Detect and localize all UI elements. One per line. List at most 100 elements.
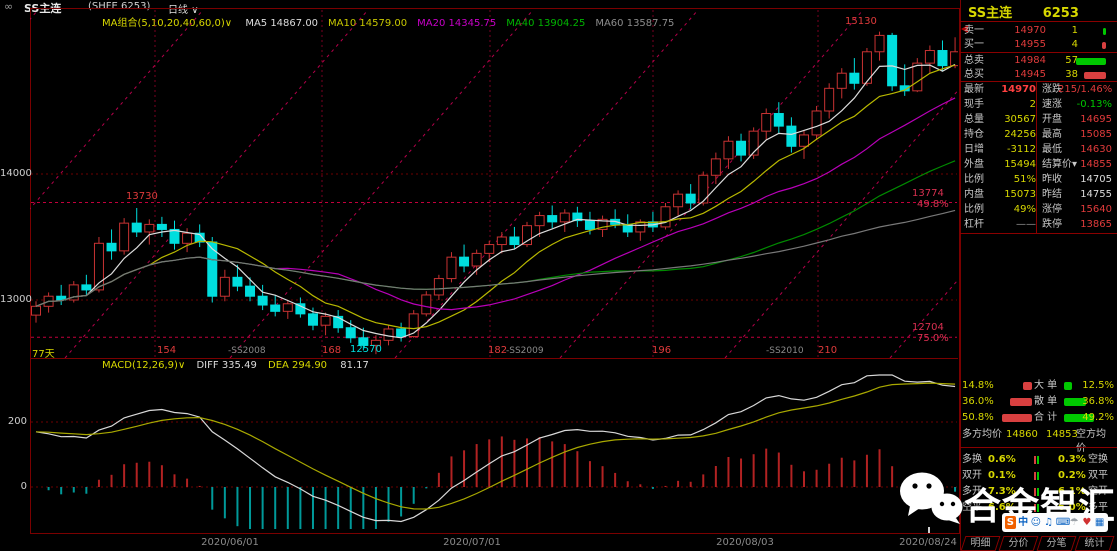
flow-left-label: 多开: [962, 486, 982, 497]
quote-field-value: 13865: [1080, 219, 1112, 230]
candle: [484, 240, 495, 263]
ma-values: MA5 14867.00 MA10 14579.00 MA20 14345.75 MA…: [235, 18, 674, 29]
ma-settings-dropdown[interactable]: MA组合(5,10,20,40,60,0)∨: [102, 18, 233, 29]
ma-value: MA5 14867.00: [245, 18, 319, 29]
quote-symbol: SS主连: [968, 6, 1013, 21]
quote-field-label: 涨停: [1042, 204, 1062, 215]
candle: [459, 244, 470, 273]
day-count-label: 168: [322, 345, 342, 356]
flow-right-value: 0.3%: [1058, 454, 1086, 465]
quote-field-value: 24256: [1004, 129, 1036, 140]
order-ratio-row: 50.8% 合 计 49.2%: [962, 410, 1115, 426]
candle: [232, 264, 243, 292]
flow-tick-green: [1037, 504, 1039, 512]
candle: [333, 310, 344, 333]
candle: [836, 68, 847, 99]
date-axis-label: 2020/08/03: [716, 537, 774, 548]
tab-3[interactable]: 分笔: [1036, 536, 1077, 551]
quote-field-value: ——: [1016, 219, 1036, 230]
candle: [849, 58, 860, 90]
flow-right-value: 0.2%: [1058, 470, 1086, 481]
candle: [912, 58, 923, 93]
tab-2[interactable]: 分价: [998, 536, 1039, 551]
order-right-bar: [1064, 382, 1072, 390]
contract-marker: -SS2009: [506, 346, 544, 356]
quote-field-label: 持仓: [964, 129, 984, 140]
order-left-bar: [1010, 398, 1032, 406]
flow-left-value: 0.6%: [988, 454, 1016, 465]
candle: [56, 284, 67, 306]
candle: [169, 220, 180, 250]
quote-field-label: 内盘: [964, 189, 984, 200]
flow-tick-red: [1034, 488, 1036, 496]
contract-marker: -SS2010: [766, 346, 804, 356]
panel-marker-icon: [961, 25, 968, 33]
candle: [433, 274, 444, 300]
divider: [960, 52, 1117, 53]
flow-row: 双开 0.1% 0.2% 双平: [962, 468, 1115, 484]
day-count-label: 196: [652, 345, 672, 356]
flow-right-label: 空开: [1088, 486, 1108, 497]
quote-code: 6253: [1042, 6, 1079, 21]
chart-annotation: 49.8%: [917, 199, 949, 210]
candle: [559, 209, 570, 232]
flow-left-label: 空平: [962, 502, 982, 513]
order-ratio-row: 14.8% 大 单 12.5%: [962, 378, 1115, 394]
candle: [660, 202, 671, 230]
candlestick-chart[interactable]: [30, 8, 958, 358]
book-price: 14970: [1014, 25, 1046, 36]
order-right-pct: 49.2%: [1082, 412, 1114, 423]
ma-value: MA20 14345.75: [417, 18, 497, 29]
quote-field-value: 14695: [1080, 114, 1112, 125]
quote-grid-row: 持仓 24256 最高 15085: [962, 127, 1115, 142]
quote-field-value: 14855: [1080, 159, 1112, 170]
ma-value: MA60 13587.75: [595, 18, 675, 29]
book-qty: 57: [1065, 55, 1078, 66]
pane-divider: [30, 358, 958, 359]
candle: [370, 335, 381, 355]
chevron-down-icon: ∨: [191, 5, 199, 16]
candle: [698, 171, 709, 206]
book-price: 14984: [1014, 55, 1046, 66]
quote-field-label: 跌停: [1042, 219, 1062, 230]
candle: [421, 291, 432, 317]
quote-field-label: 外盘: [964, 159, 984, 170]
avg-right-value: 14853: [1046, 429, 1078, 440]
order-name: 散 单: [1034, 396, 1058, 407]
candle: [396, 322, 407, 342]
chart-annotation: 13774: [912, 188, 944, 199]
chart-annotation: 12570: [350, 344, 382, 355]
quote-field-label: 总量: [964, 114, 984, 125]
tab-4[interactable]: 统计: [1074, 536, 1115, 551]
flow-row: 多开 7.3% 6.1% 空开: [962, 484, 1115, 500]
quote-field-value: 51%: [1013, 174, 1036, 185]
order-name: 大 单: [1034, 380, 1058, 391]
quote-field-label[interactable]: 结算价▾: [1042, 159, 1078, 170]
chart-frame: [30, 8, 960, 534]
candle: [685, 184, 696, 210]
order-right-pct: 12.5%: [1082, 380, 1114, 391]
period-dropdown[interactable]: 日线 ∨: [168, 5, 199, 16]
candle: [245, 277, 256, 302]
macd-chart[interactable]: [30, 372, 958, 532]
book-qty: 38: [1065, 69, 1078, 80]
candle: [547, 205, 558, 229]
candle: [207, 237, 218, 303]
flow-left-value: 6.6%: [988, 502, 1016, 513]
quote-field-label: 最低: [1042, 144, 1062, 155]
quote-grid-row: 外盘 15494 结算价▾ 14855: [962, 157, 1115, 172]
candle: [257, 284, 268, 311]
candle: [106, 229, 117, 260]
macd-settings-dropdown[interactable]: MACD(12,26,9)∨: [102, 360, 186, 371]
book-label: 买一: [964, 39, 984, 50]
candle: [773, 102, 784, 134]
order-ratio-row: 36.0% 散 单 36.8%: [962, 394, 1115, 410]
tab-1[interactable]: 明细: [960, 536, 1001, 551]
book-qty: 1: [1071, 25, 1078, 36]
order-left-bar: [1002, 414, 1032, 422]
order-left-pct: 36.0%: [962, 396, 994, 407]
quote-field-value: 14970: [1001, 84, 1036, 95]
cursor-tick: [928, 527, 930, 533]
chart-annotation: 75.0%: [917, 333, 949, 344]
candle: [93, 237, 104, 293]
